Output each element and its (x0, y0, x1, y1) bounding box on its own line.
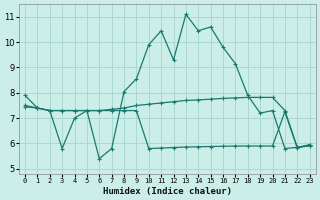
X-axis label: Humidex (Indice chaleur): Humidex (Indice chaleur) (103, 187, 232, 196)
